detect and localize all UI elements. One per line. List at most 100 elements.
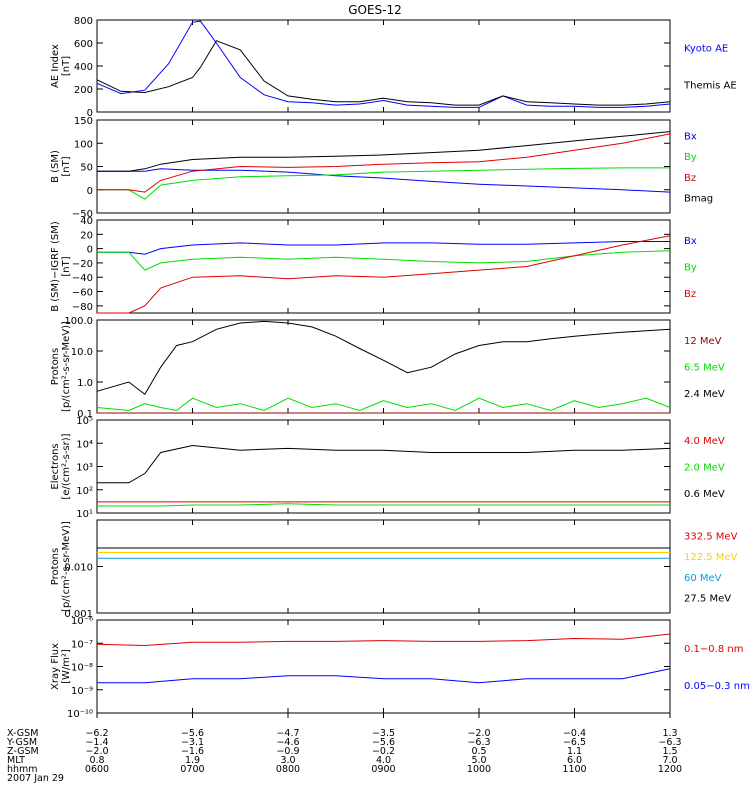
y-tick-label: 1.0: [77, 378, 93, 389]
series-6-5-mev: [96, 397, 671, 412]
series-2-4-mev: [96, 320, 671, 396]
x-axis-value: 1100: [562, 764, 586, 775]
legend-entry: 4.0 MeV: [684, 436, 725, 447]
y-tick-label: 10⁻⁸: [71, 663, 93, 674]
y-tick-label: 0.001: [64, 609, 93, 620]
y-tick-label: −50: [72, 209, 93, 220]
panel-frame: [96, 619, 671, 714]
y-tick-label: 0: [87, 245, 93, 256]
y-tick-label: 0.1: [77, 409, 93, 420]
panel-ae: 0 200 400 600 800 AE Index[nT] Kyoto AE Themis …: [50, 16, 737, 119]
y-tick-label: 200: [74, 85, 93, 96]
y-axis-label: Protons[p/(cm²-s-sr-MeV)]: [50, 521, 72, 612]
panel-bigrf: −80 −60 −40 −20 0 20 40 B (SM)−IGRF (SM)[nT] Bx B…: [50, 216, 697, 314]
panel-frame: [96, 419, 671, 514]
series-bx: [97, 241, 670, 255]
legend-entry: Bx: [684, 236, 697, 247]
plot-title: GOES-12: [348, 3, 402, 17]
series-0-05-0-3-nm: [97, 668, 671, 684]
y-tick-label: 10⁴: [76, 439, 93, 450]
series-bx: [97, 168, 671, 193]
x-axis-row-label: Y-GSM: [6, 737, 37, 748]
x-axis-value: 0.8: [89, 755, 104, 766]
panel-frame: [96, 319, 671, 414]
legend-entry: Bx: [684, 132, 697, 143]
panel-xray: 10⁻¹⁰ 10⁻⁹ 10⁻⁸ 10⁻⁷ 10⁻⁶ Xray Flux[W/m²] 0.1−…: [50, 616, 750, 720]
x-axis-value: 7.0: [662, 755, 677, 766]
y-axis-label: B (SM)−IGRF (SM)[nT]: [50, 221, 72, 312]
legend-entry: By: [684, 152, 697, 163]
legend-entry: 2.4 MeV: [684, 389, 725, 400]
x-axis-row-label: MLT: [7, 755, 25, 766]
legend-entry: By: [684, 263, 697, 274]
y-tick-label: 600: [74, 39, 93, 50]
x-axis-value: −0.4: [563, 728, 586, 739]
x-axis-row-label: X-GSM: [7, 728, 38, 739]
panel-frame: [96, 519, 671, 614]
series-bz: [97, 235, 671, 314]
y-tick-label: 800: [74, 16, 93, 27]
y-tick-label: 10⁻⁹: [71, 686, 93, 697]
x-axis-value: −0.9: [276, 746, 299, 757]
y-tick-label: 10⁻⁶: [71, 616, 93, 627]
y-tick-label: 100.0: [64, 316, 93, 327]
x-axis-value: −4.6: [276, 737, 299, 748]
legend-entry: Kyoto AE: [684, 44, 728, 55]
x-axis-value: 1.9: [185, 755, 200, 766]
x-axis-value: 1.1: [567, 746, 582, 757]
x-axis-value: −0.2: [372, 746, 395, 757]
x-axis-value: 1.3: [662, 728, 677, 739]
x-axis-value: 1.5: [662, 746, 677, 757]
x-axis-value: 1200: [658, 764, 682, 775]
y-tick-label: 0: [87, 108, 93, 119]
panel-bsm: −50 0 50 100 150 B (SM)[nT] Bx By Bz Bmag: [50, 116, 713, 220]
x-axis-value: 1000: [467, 764, 491, 775]
legend-entry: 6.5 MeV: [684, 363, 725, 374]
panel-frame: [96, 219, 671, 314]
series-bz: [97, 133, 671, 193]
x-axis-value: 0700: [180, 764, 204, 775]
y-tick-label: 0: [87, 186, 93, 197]
y-tick-label: 10¹: [76, 509, 93, 520]
y-tick-label: 150: [74, 116, 93, 127]
x-axis-value: −1.4: [85, 737, 108, 748]
x-axis-value: 5.0: [471, 755, 486, 766]
legend-entry: 0.1−0.8 nm: [684, 644, 743, 655]
x-axis-value: 6.0: [567, 755, 582, 766]
legend-entry: Themis AE: [683, 80, 737, 91]
y-axis-label: AE Index[nT]: [50, 44, 72, 88]
legend-entry: 0.05−0.3 nm: [684, 681, 750, 692]
legend-entry: Bz: [684, 173, 696, 184]
x-axis-value: −6.3: [467, 737, 490, 748]
y-tick-label: 50: [80, 163, 93, 174]
series-by: [97, 250, 671, 271]
x-axis-value: 0600: [85, 764, 109, 775]
series-2-0-mev: [97, 503, 670, 507]
x-axis-value: 4.0: [376, 755, 391, 766]
x-axis-value: −6.5: [563, 737, 586, 748]
y-tick-label: 10.0: [71, 347, 93, 358]
x-axis-value: −4.7: [276, 728, 299, 739]
legend-entry: 122.5 MeV: [684, 552, 738, 563]
x-axis-value: −2.0: [467, 728, 490, 739]
y-tick-label: −80: [72, 302, 93, 313]
x-axis-value: 0.5: [471, 746, 486, 757]
series-kyoto-ae: [96, 20, 671, 108]
legend-entry: 12 MeV: [684, 336, 722, 347]
y-axis-label: Protons[p/(cm²-s-sr-MeV)]: [50, 321, 72, 412]
x-axis-value: −6.3: [658, 737, 681, 748]
legend-entry: 0.6 MeV: [684, 489, 725, 500]
legend-entry: 27.5 MeV: [684, 594, 731, 605]
y-tick-label: 20: [80, 230, 93, 241]
y-tick-label: 10⁵: [76, 416, 93, 427]
y-tick-label: −60: [72, 288, 93, 299]
legend-entry: 60 MeV: [684, 573, 722, 584]
plot-date: 2007 Jan 29: [7, 773, 64, 784]
y-tick-label: 10³: [76, 463, 93, 474]
x-axis-value: 0900: [371, 764, 395, 775]
y-tick-label: 0.010: [64, 563, 93, 574]
legend-entry: 332.5 MeV: [684, 532, 738, 543]
panel-protons_hi: 0.1 1.0 10.0 100.0Protons[p/(cm²-s-sr-MeV)]…: [50, 316, 725, 420]
